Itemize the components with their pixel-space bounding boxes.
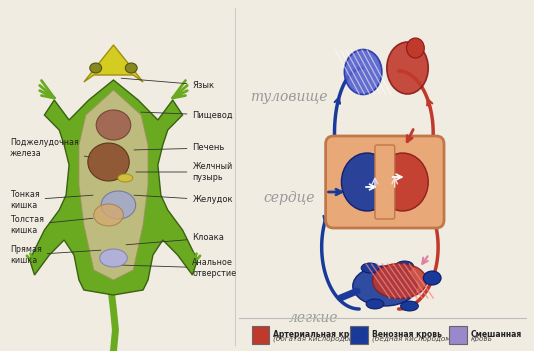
Ellipse shape	[101, 191, 136, 219]
Ellipse shape	[366, 299, 384, 309]
Text: (богатая кислородом): (богатая кислородом)	[273, 336, 358, 343]
Polygon shape	[84, 45, 143, 82]
Ellipse shape	[344, 49, 382, 94]
Text: легкие: легкие	[289, 311, 338, 325]
Text: Смешанная: Смешанная	[470, 330, 522, 339]
Text: Поджелудочная
железа: Поджелудочная железа	[10, 138, 91, 158]
FancyBboxPatch shape	[326, 136, 444, 228]
Text: Язык: Язык	[121, 78, 215, 90]
Polygon shape	[29, 80, 198, 295]
Ellipse shape	[400, 301, 418, 311]
Ellipse shape	[96, 110, 131, 140]
Text: Артериальная кровь: Артериальная кровь	[273, 330, 365, 339]
Text: Печень: Печень	[134, 144, 225, 152]
Bar	[449, 326, 467, 344]
FancyBboxPatch shape	[375, 145, 395, 219]
Ellipse shape	[118, 174, 133, 182]
Ellipse shape	[94, 204, 123, 226]
Ellipse shape	[387, 42, 428, 94]
Bar	[252, 326, 269, 344]
Ellipse shape	[125, 63, 137, 73]
Text: Желчный
пузырь: Желчный пузырь	[136, 162, 233, 182]
Ellipse shape	[353, 266, 417, 306]
Text: Толстая
кишка: Толстая кишка	[10, 215, 93, 235]
Ellipse shape	[406, 38, 425, 58]
Polygon shape	[79, 90, 148, 280]
Ellipse shape	[88, 143, 129, 181]
Text: Венозная кровь: Венозная кровь	[372, 330, 442, 339]
Ellipse shape	[396, 261, 413, 271]
Ellipse shape	[100, 249, 127, 267]
Text: Желудок: Желудок	[134, 195, 233, 205]
Ellipse shape	[377, 153, 428, 211]
Text: (бедная кислородом): (бедная кислородом)	[372, 336, 453, 343]
Ellipse shape	[361, 263, 379, 273]
Bar	[350, 326, 368, 344]
Text: Клоака: Клоака	[126, 233, 224, 245]
Ellipse shape	[341, 153, 392, 211]
Text: Пищевод: Пищевод	[141, 111, 233, 119]
Text: Анальное
отверстие: Анальное отверстие	[121, 258, 237, 278]
Text: Тонкая
кишка: Тонкая кишка	[10, 190, 93, 210]
Text: сердце: сердце	[263, 191, 315, 205]
Ellipse shape	[90, 63, 101, 73]
Ellipse shape	[423, 271, 441, 285]
Ellipse shape	[373, 264, 427, 298]
Text: туловище: туловище	[250, 90, 327, 104]
Text: Прямая
кишка: Прямая кишка	[10, 245, 101, 265]
Text: кровь: кровь	[470, 336, 492, 342]
